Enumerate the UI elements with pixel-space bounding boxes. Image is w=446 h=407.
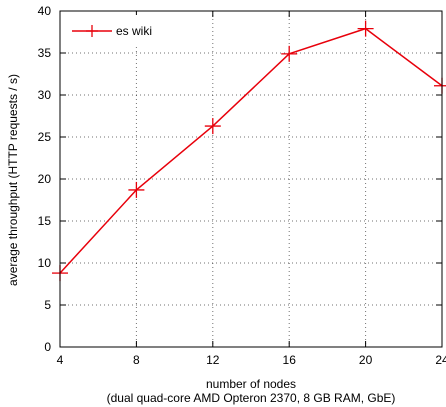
y-tick-label: 25: [38, 130, 52, 144]
x-tick-label: 4: [57, 353, 64, 367]
x-axis: 4 8 12 16 20 24: [57, 11, 446, 367]
legend-label-es-wiki: es wiki: [116, 24, 152, 38]
x-tick-label: 24: [435, 353, 446, 367]
y-tick-label: 35: [38, 46, 52, 60]
legend: es wiki: [64, 15, 186, 45]
series-layer: [52, 20, 446, 282]
y-tick-label: 30: [38, 88, 52, 102]
x-tick-label: 20: [359, 353, 373, 367]
data-point: [281, 45, 298, 62]
y-tick-label: 20: [38, 172, 52, 186]
data-point: [204, 118, 221, 135]
x-tick-label: 12: [206, 353, 220, 367]
y-axis-label: average throughput (HTTP requests / s): [6, 74, 20, 286]
x-tick-label: 16: [283, 353, 297, 367]
y-axis: 0 5 10 15 20 25 30 35 40: [38, 4, 442, 354]
y-tick-label: 0: [44, 340, 51, 354]
data-point: [357, 20, 374, 37]
y-tick-label: 15: [38, 214, 52, 228]
y-tick-label: 5: [44, 298, 51, 312]
x-tick-label: 8: [133, 353, 140, 367]
data-point: [128, 181, 145, 198]
y-tick-label: 40: [38, 4, 52, 18]
data-point: [434, 77, 446, 94]
grid: [60, 11, 442, 347]
legend-box: [64, 15, 186, 45]
x-axis-label: number of nodes: [206, 377, 296, 391]
y-tick-label: 10: [38, 256, 52, 270]
x-axis-label-hardware: (dual quad-core AMD Opteron 2370, 8 GB R…: [107, 391, 396, 405]
series-line-es-wiki: [59, 27, 443, 274]
